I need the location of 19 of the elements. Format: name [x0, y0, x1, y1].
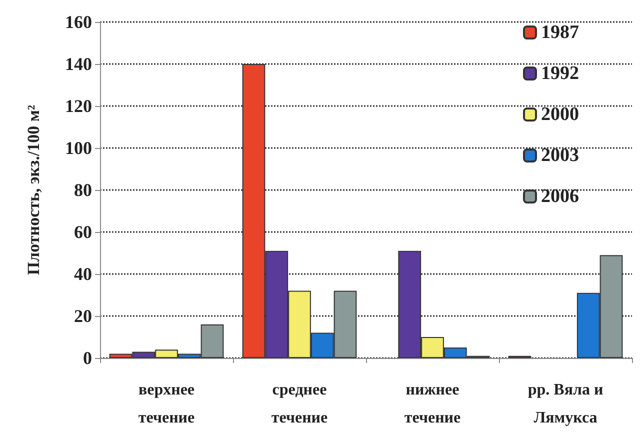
y-tick-label: 120: [65, 96, 92, 116]
legend-label: 1987: [541, 22, 580, 43]
y-tick-label: 80: [74, 180, 92, 200]
y-tick-label: 20: [74, 306, 92, 326]
x-tick-label: нижнее течение: [404, 382, 461, 426]
legend-label: 2006: [541, 186, 579, 207]
x-tick-label: рр. Вяла и Лямукса: [528, 382, 604, 426]
y-tick-label: 60: [74, 222, 92, 242]
legend-label: 2000: [541, 104, 579, 125]
x-tick-label: верхнее течение: [138, 382, 195, 426]
y-axis-title: Плотность, экз./100 м²: [24, 104, 43, 276]
y-tick-label: 40: [74, 264, 92, 284]
y-tick-label: 100: [65, 138, 92, 158]
y-tick-label: 0: [83, 348, 92, 368]
y-tick-label: 160: [65, 12, 92, 32]
y-tick-label: 140: [65, 54, 92, 74]
legend-label: 1992: [541, 63, 579, 84]
x-tick-label: среднее течение: [271, 382, 328, 426]
legend-label: 2003: [541, 145, 579, 166]
